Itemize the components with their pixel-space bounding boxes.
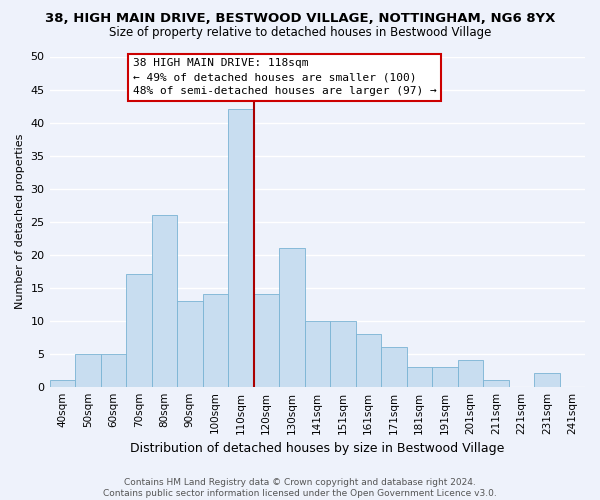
Bar <box>483 380 509 386</box>
Y-axis label: Number of detached properties: Number of detached properties <box>15 134 25 310</box>
Bar <box>534 374 560 386</box>
Bar <box>203 294 228 386</box>
Bar <box>407 367 432 386</box>
Text: Size of property relative to detached houses in Bestwood Village: Size of property relative to detached ho… <box>109 26 491 39</box>
Text: 38 HIGH MAIN DRIVE: 118sqm
← 49% of detached houses are smaller (100)
48% of sem: 38 HIGH MAIN DRIVE: 118sqm ← 49% of deta… <box>133 58 436 96</box>
Bar <box>228 110 254 386</box>
Bar <box>75 354 101 386</box>
Bar <box>305 320 330 386</box>
Bar <box>101 354 126 386</box>
Bar <box>356 334 381 386</box>
Bar <box>254 294 279 386</box>
Text: Contains HM Land Registry data © Crown copyright and database right 2024.
Contai: Contains HM Land Registry data © Crown c… <box>103 478 497 498</box>
X-axis label: Distribution of detached houses by size in Bestwood Village: Distribution of detached houses by size … <box>130 442 505 455</box>
Bar <box>50 380 75 386</box>
Bar <box>177 301 203 386</box>
Bar <box>152 215 177 386</box>
Bar <box>126 274 152 386</box>
Bar <box>381 347 407 387</box>
Bar <box>458 360 483 386</box>
Bar <box>279 248 305 386</box>
Bar <box>330 320 356 386</box>
Text: 38, HIGH MAIN DRIVE, BESTWOOD VILLAGE, NOTTINGHAM, NG6 8YX: 38, HIGH MAIN DRIVE, BESTWOOD VILLAGE, N… <box>45 12 555 26</box>
Bar <box>432 367 458 386</box>
